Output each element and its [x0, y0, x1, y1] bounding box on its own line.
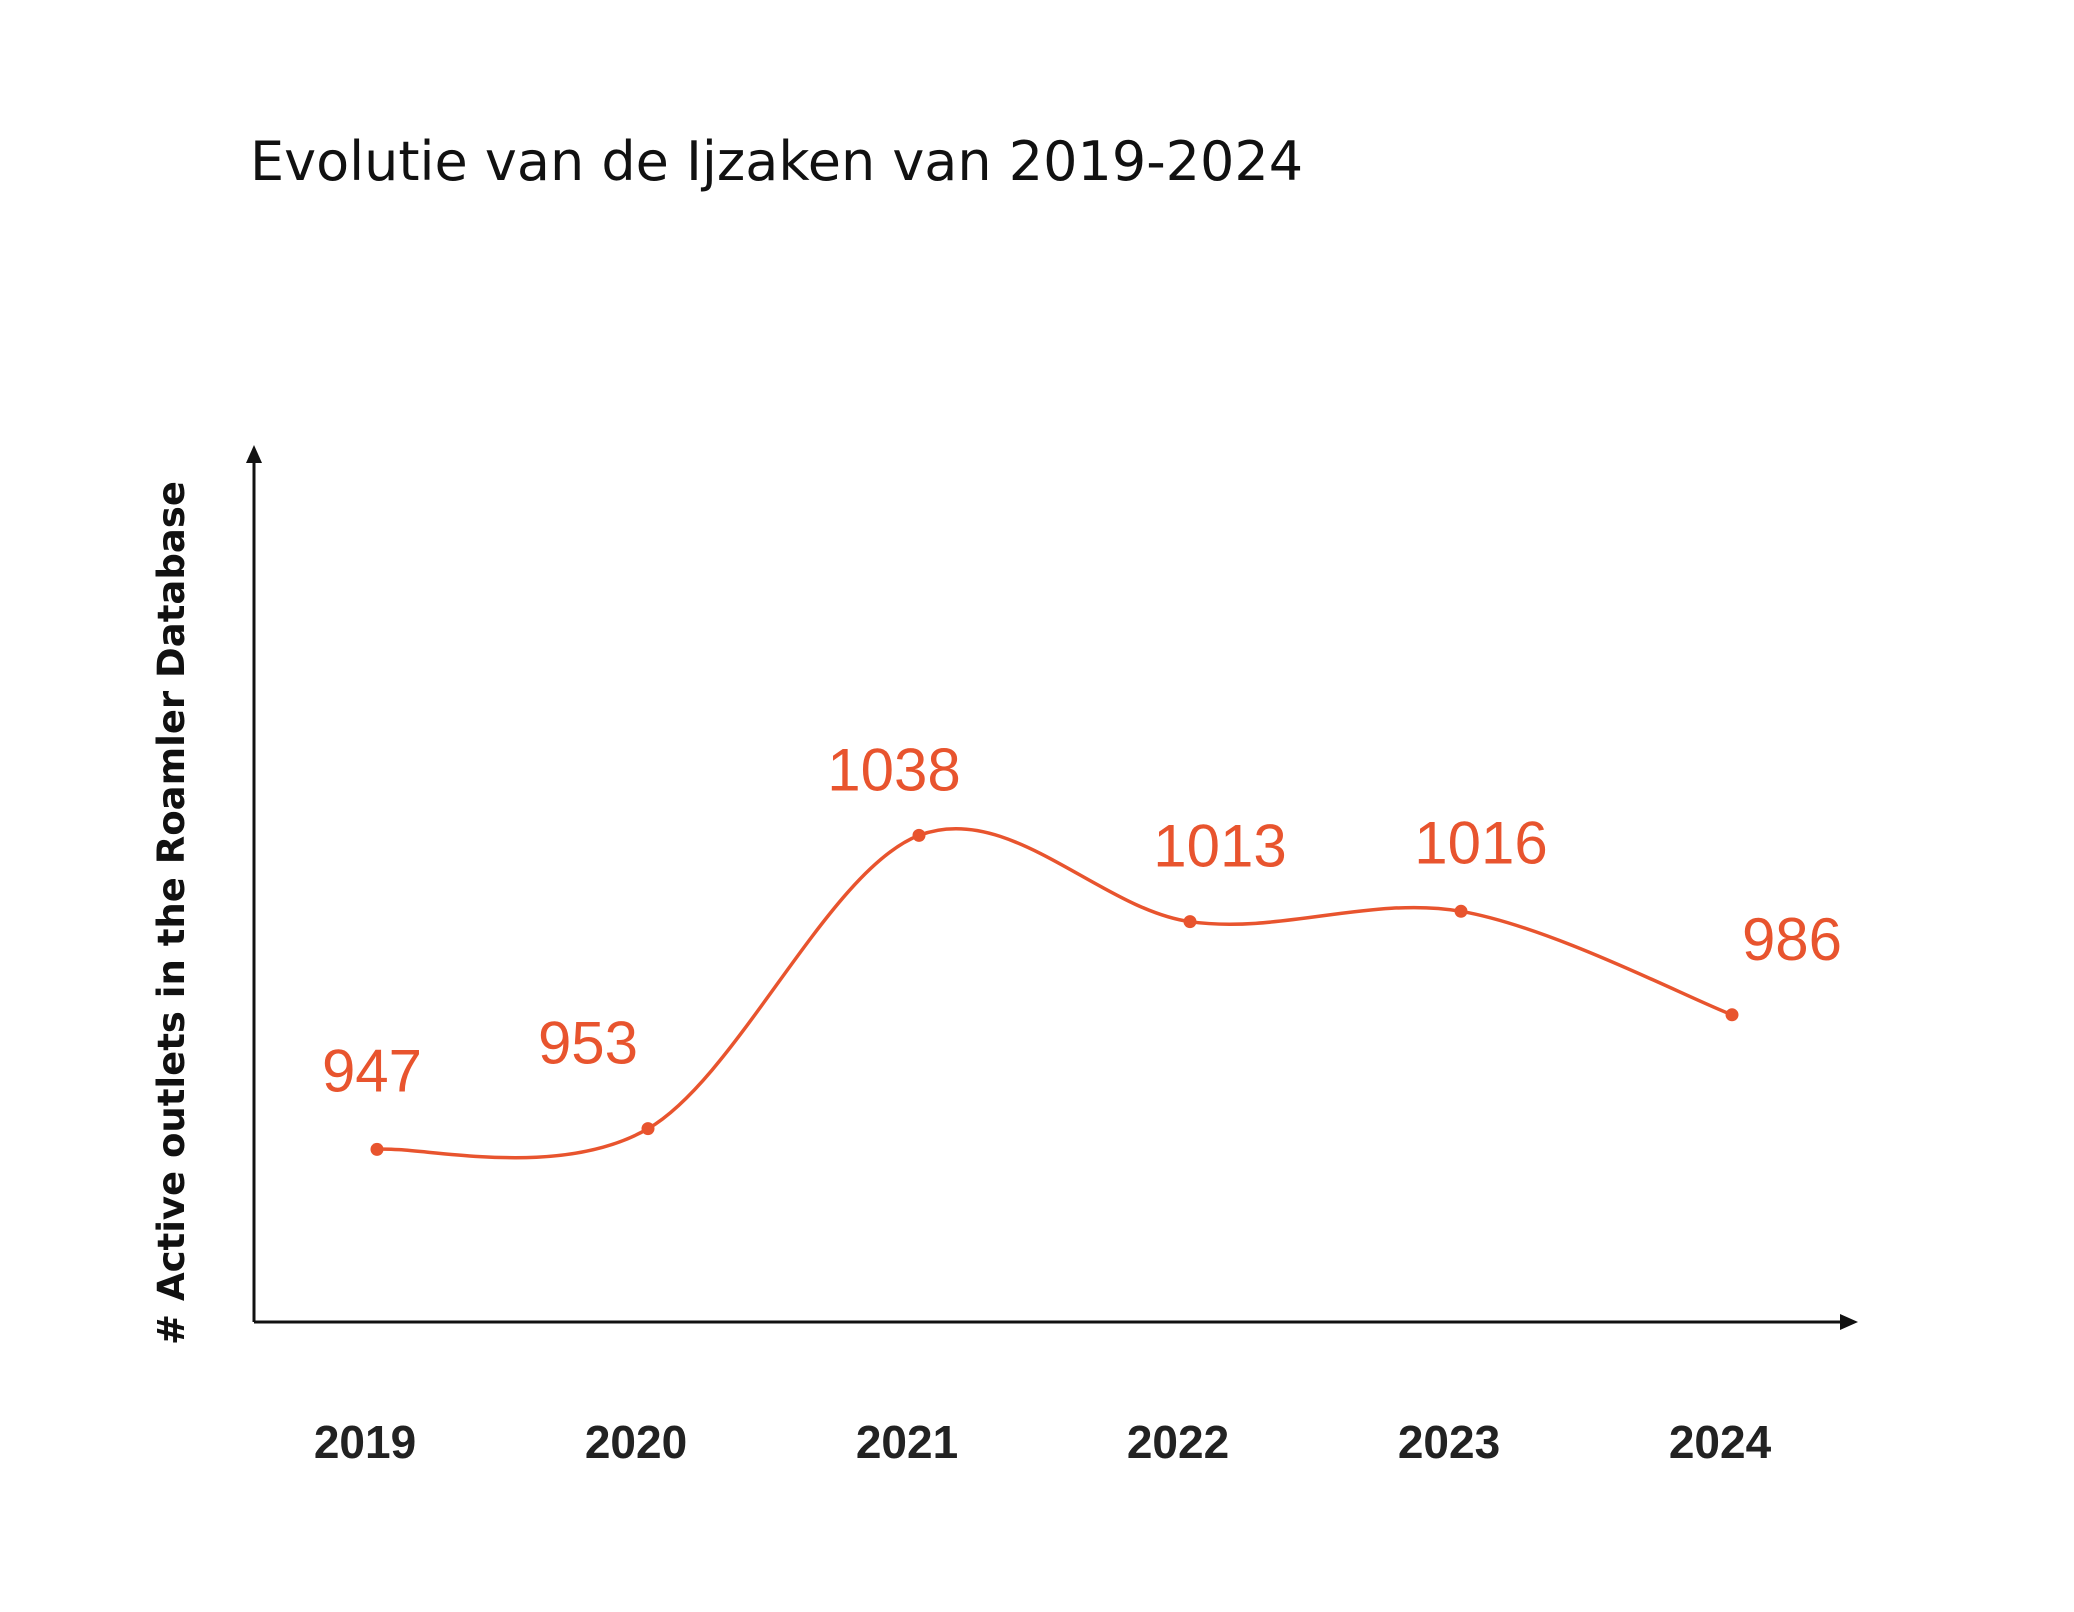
x-axis-arrow-icon	[1840, 1314, 1858, 1330]
y-axis-title: # Active outlets in the Roamler Database	[150, 481, 193, 1345]
data-point-2019	[370, 1142, 384, 1156]
data-label: 947	[322, 1037, 422, 1104]
x-tick-labels: 2019 2020 2021 2022 2023 2024	[314, 1416, 1772, 1468]
data-point-2022	[1183, 915, 1197, 929]
data-label: 1038	[827, 736, 960, 803]
x-tick-label: 2023	[1398, 1416, 1500, 1468]
data-point-2021	[912, 828, 926, 842]
series-line	[376, 827, 1733, 1160]
y-axis-arrow-icon	[246, 445, 262, 463]
data-label: 1016	[1414, 809, 1547, 876]
x-tick-label: 2021	[856, 1416, 958, 1468]
y-axis	[246, 445, 262, 1322]
chart-title: Evolutie van de Ijzaken van 2019-2024	[250, 130, 1303, 193]
data-label: 953	[538, 1010, 638, 1077]
x-tick-label: 2020	[585, 1416, 687, 1468]
data-label: 986	[1742, 906, 1842, 973]
x-axis	[254, 1314, 1858, 1330]
data-point-2020	[641, 1122, 655, 1136]
series-layer	[370, 827, 1739, 1160]
data-point-2023	[1454, 904, 1468, 918]
x-tick-label: 2022	[1127, 1416, 1229, 1468]
data-point-2024	[1725, 1008, 1739, 1022]
data-labels: 947 953 1038 1013 1016 986	[322, 736, 1842, 1104]
x-tick-label: 2019	[314, 1416, 416, 1468]
data-label: 1013	[1153, 813, 1286, 880]
x-tick-label: 2024	[1669, 1416, 1772, 1468]
